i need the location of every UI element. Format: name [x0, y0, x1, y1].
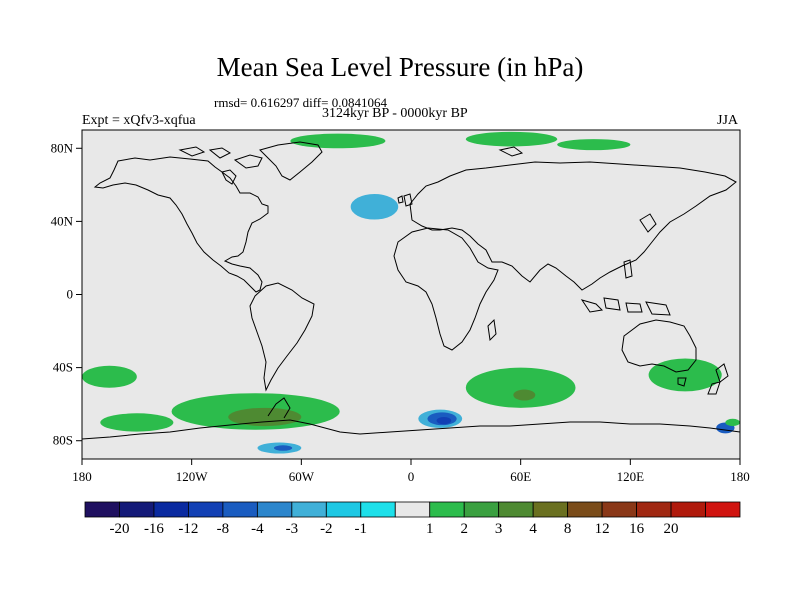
anomaly-south-indian-core	[513, 389, 536, 401]
lon-label: 60E	[510, 469, 531, 484]
colorbar-label: 20	[664, 521, 679, 537]
season-label: JJA	[717, 113, 739, 128]
period-label: 3124kyr BP - 0000kyr BP	[322, 106, 468, 121]
lat-label: 40N	[51, 213, 74, 228]
colorbar-swatch	[222, 501, 258, 518]
chart-title: Mean Sea Level Pressure (in hPa)	[216, 52, 584, 82]
colorbar-label: 8	[564, 521, 572, 537]
lon-label: 180	[730, 469, 750, 484]
colorbar-swatch	[394, 501, 431, 518]
lon-label: 0	[408, 469, 415, 484]
colorbar-swatch	[601, 501, 637, 518]
anomaly-tasman-high	[648, 358, 722, 392]
colorbar-swatch	[670, 501, 706, 518]
anomaly-siberia-high	[465, 131, 558, 147]
anomaly-east-siberia-high	[557, 139, 631, 151]
anomaly-south-pacific-high-west	[82, 365, 137, 388]
lon-label: 60W	[289, 469, 315, 484]
lat-label: 0	[67, 287, 74, 302]
colorbar-swatch	[291, 501, 327, 518]
colorbar-swatch	[188, 501, 224, 518]
colorbar-swatch	[705, 501, 741, 518]
colorbar-label: -1	[355, 521, 368, 537]
colorbar-label: -8	[217, 521, 230, 537]
lat-label: 80N	[51, 140, 74, 155]
anomaly-east-antarctic-high	[725, 418, 740, 427]
lat-label: 40S	[53, 360, 73, 375]
colorbar-label: 1	[426, 521, 434, 537]
stats-label: rmsd= 0.616297 diff= 0.0841064	[214, 95, 387, 110]
anomaly-south-indian-high	[465, 367, 576, 408]
anomaly-weddell-core	[273, 445, 293, 451]
anomaly-ross-high	[100, 413, 174, 432]
experiment-label: Expt = xQfv3-xqfua	[82, 113, 196, 128]
colorbar-swatch	[498, 501, 534, 518]
colorbar: -20 -16 -12 -8 -4 -3 -2 -1 1 2 3 4 8 12 16 20	[84, 501, 741, 537]
colorbar-label: 12	[595, 521, 610, 537]
colorbar-swatch	[84, 501, 120, 518]
colorbar-label: -4	[251, 521, 264, 537]
colorbar-swatch	[532, 501, 569, 518]
anomaly-dronning-maud-core	[436, 416, 452, 425]
anomaly-greenland-high	[290, 133, 386, 149]
colorbar-swatch	[325, 501, 362, 518]
colorbar-label: -3	[286, 521, 299, 537]
colorbar-label: -20	[109, 521, 129, 537]
colorbar-swatch	[567, 501, 603, 518]
lon-label: 120E	[617, 469, 645, 484]
colorbar-swatch	[256, 501, 293, 518]
colorbar-swatch	[119, 501, 155, 518]
map-axes: 80N 40N 0 40S 80S 180 120W 60W 0 60E 120E 180	[51, 140, 750, 484]
colorbar-swatch	[429, 501, 465, 518]
colorbar-swatch	[153, 501, 189, 518]
colorbar-swatch	[636, 501, 672, 518]
colorbar-label: -2	[320, 521, 333, 537]
colorbar-swatch	[463, 501, 500, 518]
colorbar-label: 4	[529, 521, 537, 537]
colorbar-label: -12	[178, 521, 198, 537]
anomaly-amundsen-core	[228, 407, 302, 427]
colorbar-label: -16	[144, 521, 164, 537]
colorbar-swatch	[360, 501, 396, 518]
lat-label: 80S	[53, 433, 73, 448]
colorbar-label: 2	[460, 521, 468, 537]
colorbar-label: 16	[629, 521, 645, 537]
lon-label: 120W	[176, 469, 209, 484]
anomaly-layer	[82, 131, 740, 454]
anomaly-north-atlantic-low	[350, 193, 399, 220]
coastlines	[82, 141, 740, 440]
colorbar-label: 3	[495, 521, 503, 537]
lon-label: 180	[72, 469, 92, 484]
